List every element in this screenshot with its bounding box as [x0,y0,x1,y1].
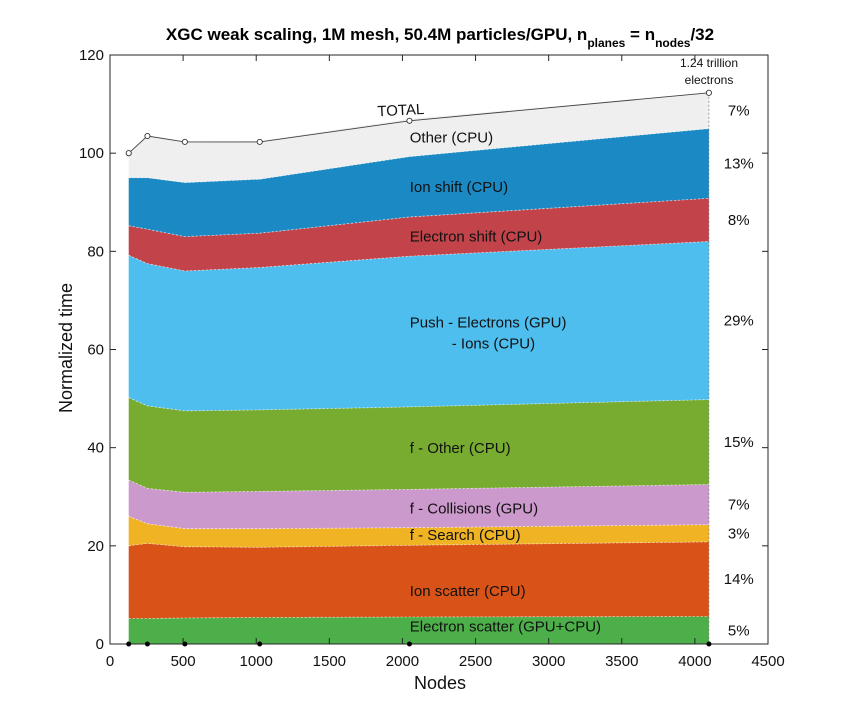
axes: 0 500 1000 1500 2000 2500 3000 3500 4000 4500 0 20 4… [79,47,785,670]
y-tick-label: 60 [87,342,104,359]
area-7 [128,198,709,271]
total-label: TOTAL [377,101,425,120]
series-percent: 5% [728,622,750,639]
series-label: f - Search (CPU) [410,527,521,544]
y-tick-label: 0 [96,636,104,653]
y-tick-label: 40 [87,440,104,457]
x-tick-label: 4000 [678,653,711,670]
y-tick-label: 80 [87,243,104,260]
total-point [125,150,132,157]
series-label: Ion scatter (CPU) [410,583,526,600]
node-point [406,641,412,647]
x-tick-label: 1500 [313,653,346,670]
area-boundary [128,479,709,493]
area-6 [128,241,709,411]
node-point [182,641,188,647]
series-label: Other (CPU) [410,130,493,147]
series-percent: 7% [728,497,750,514]
total-point [144,132,151,140]
y-tick-label: 120 [79,47,104,64]
area-3 [128,516,709,548]
total-point [705,89,712,96]
area-1 [128,616,709,644]
series-label: f - Collisions (GPU) [410,501,538,518]
node-point [126,641,132,647]
area-boundary [128,128,709,184]
area-boundary [128,197,709,238]
area-boundary [128,397,709,412]
x-axis-label: Nodes [414,673,466,693]
x-tick-label: 3500 [605,653,638,670]
x-tick-label: 500 [171,653,196,670]
series-label: Electron scatter (GPU+CPU) [410,619,601,636]
x-tick-label: 3000 [532,653,565,670]
y-axis-label: Normalized time [56,283,76,413]
x-tick-label: 2000 [386,653,419,670]
series-label: Push - Electrons (GPU) [410,315,567,332]
x-tick-label: 0 [106,653,114,670]
series-label-2: - Ions (CPU) [452,336,535,353]
area-9 [128,92,709,183]
node-point [706,641,712,647]
series-label: Electron shift (CPU) [410,229,543,246]
area-boundary [128,241,709,272]
series-labels: Electron scatter (GPU+CPU) 5% Ion scatter … [410,103,754,640]
series-label: f - Other (CPU) [410,440,511,457]
annotation-line2: electrons [685,73,734,87]
total-line: TOTAL [125,89,712,157]
series-percent: 13% [724,155,754,172]
series-percent: 8% [728,212,750,229]
area-boundary [128,541,709,548]
total-point [181,138,188,145]
series-percent: 15% [724,434,754,451]
chart-title: XGC weak scaling, 1M mesh, 50.4M particl… [166,25,714,50]
series-percent: 14% [724,571,754,588]
x-tick-label: 2500 [459,653,492,670]
y-tick-label: 100 [79,145,104,162]
total-point [256,138,263,145]
node-point [144,641,150,647]
y-tick-label: 20 [87,538,104,555]
area-boundary [128,616,709,619]
area-4 [128,480,709,529]
total-point [406,117,413,124]
area-2 [128,541,709,619]
series-percent: 3% [728,525,750,542]
node-point [257,641,263,647]
total-path [128,92,709,154]
series-percent: 29% [724,313,754,330]
series-label: Ion shift (CPU) [410,179,508,196]
area-boundary [128,516,709,530]
area-8 [128,128,709,237]
x-tick-label: 4500 [751,653,784,670]
series-percent: 7% [728,103,750,120]
annotation-line1: 1.24 trillion [680,56,738,70]
x-tick-label: 1000 [240,653,273,670]
stacked-areas [128,92,710,644]
area-5 [128,397,709,493]
